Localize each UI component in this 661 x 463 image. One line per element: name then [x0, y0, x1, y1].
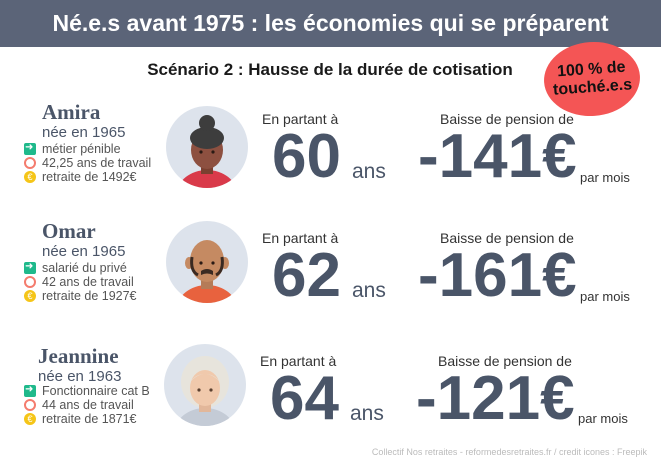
pension-drop: -141€	[418, 122, 577, 191]
pension-text: retraite de 1871€	[42, 412, 137, 426]
clock-icon	[24, 399, 36, 411]
pension-text: retraite de 1492€	[42, 170, 137, 184]
detail-pension: € retraite de 1927€	[24, 289, 137, 303]
departure-label: En partant à	[262, 111, 339, 127]
per-month: par mois	[580, 289, 630, 304]
job-text: métier pénible	[42, 142, 121, 156]
departure-age: 60	[272, 122, 341, 191]
job-text: salarié du privé	[42, 261, 127, 275]
pension-text: retraite de 1927€	[42, 289, 137, 303]
clock-icon	[24, 276, 36, 288]
arrow-icon	[24, 142, 36, 155]
detail-job: salarié du privé	[24, 261, 127, 275]
departure-age: 62	[272, 241, 341, 310]
person-row-amira: Amira née en 1965 métier pénible 42,25 a…	[0, 100, 661, 210]
old-woman-avatar	[164, 344, 246, 426]
detail-pension: € retraite de 1871€	[24, 412, 137, 426]
years-text: 42 ans de travail	[42, 275, 134, 289]
detail-pension: € retraite de 1492€	[24, 170, 137, 184]
departure-label: En partant à	[260, 353, 337, 369]
person-name: Jeannine	[38, 344, 119, 368]
page-title: Né.e.s avant 1975 : les économies qui se…	[52, 10, 609, 36]
detail-years: 42,25 ans de travail	[24, 156, 151, 170]
arrow-icon	[24, 384, 36, 397]
drop-label: Baisse de pension de	[438, 353, 572, 369]
per-month: par mois	[580, 170, 630, 185]
person-birth: née en 1965	[42, 243, 126, 260]
bald-man-avatar	[166, 221, 248, 303]
age-unit: ans	[352, 279, 386, 302]
euro-coin-icon: €	[24, 413, 36, 425]
scenario-subtitle: Scénario 2 : Hausse de la durée de cotis…	[147, 60, 513, 79]
person-name: Omar	[42, 219, 96, 243]
pension-drop: -121€	[416, 364, 575, 433]
pension-drop: -161€	[418, 241, 577, 310]
detail-job: Fonctionnaire cat B	[24, 384, 150, 398]
drop-label: Baisse de pension de	[440, 230, 574, 246]
person-row-jeannine: Jeannine née en 1963 Fonctionnaire cat B…	[0, 344, 661, 454]
drop-label: Baisse de pension de	[440, 111, 574, 127]
arrow-icon	[24, 261, 36, 274]
person-birth: née en 1963	[38, 368, 122, 385]
woman-bun-avatar	[166, 106, 248, 188]
detail-years: 42 ans de travail	[24, 275, 134, 289]
age-unit: ans	[350, 402, 384, 425]
departure-label: En partant à	[262, 230, 339, 246]
person-birth: née en 1965	[42, 124, 126, 141]
detail-years: 44 ans de travail	[24, 398, 134, 412]
euro-coin-icon: €	[24, 171, 36, 183]
clock-icon	[24, 157, 36, 169]
job-text: Fonctionnaire cat B	[42, 384, 150, 398]
years-text: 42,25 ans de travail	[42, 156, 152, 170]
age-unit: ans	[352, 160, 386, 183]
credits-footer: Collectif Nos retraites - reformedesretr…	[371, 447, 647, 457]
person-name: Amira	[42, 100, 101, 124]
page-header: Né.e.s avant 1975 : les économies qui se…	[0, 0, 661, 47]
euro-coin-icon: €	[24, 290, 36, 302]
per-month: par mois	[578, 411, 628, 426]
departure-age: 64	[270, 364, 339, 433]
person-row-omar: Omar née en 1965 salarié du privé 42 ans…	[0, 219, 661, 329]
detail-job: métier pénible	[24, 142, 121, 156]
years-text: 44 ans de travail	[42, 398, 134, 412]
